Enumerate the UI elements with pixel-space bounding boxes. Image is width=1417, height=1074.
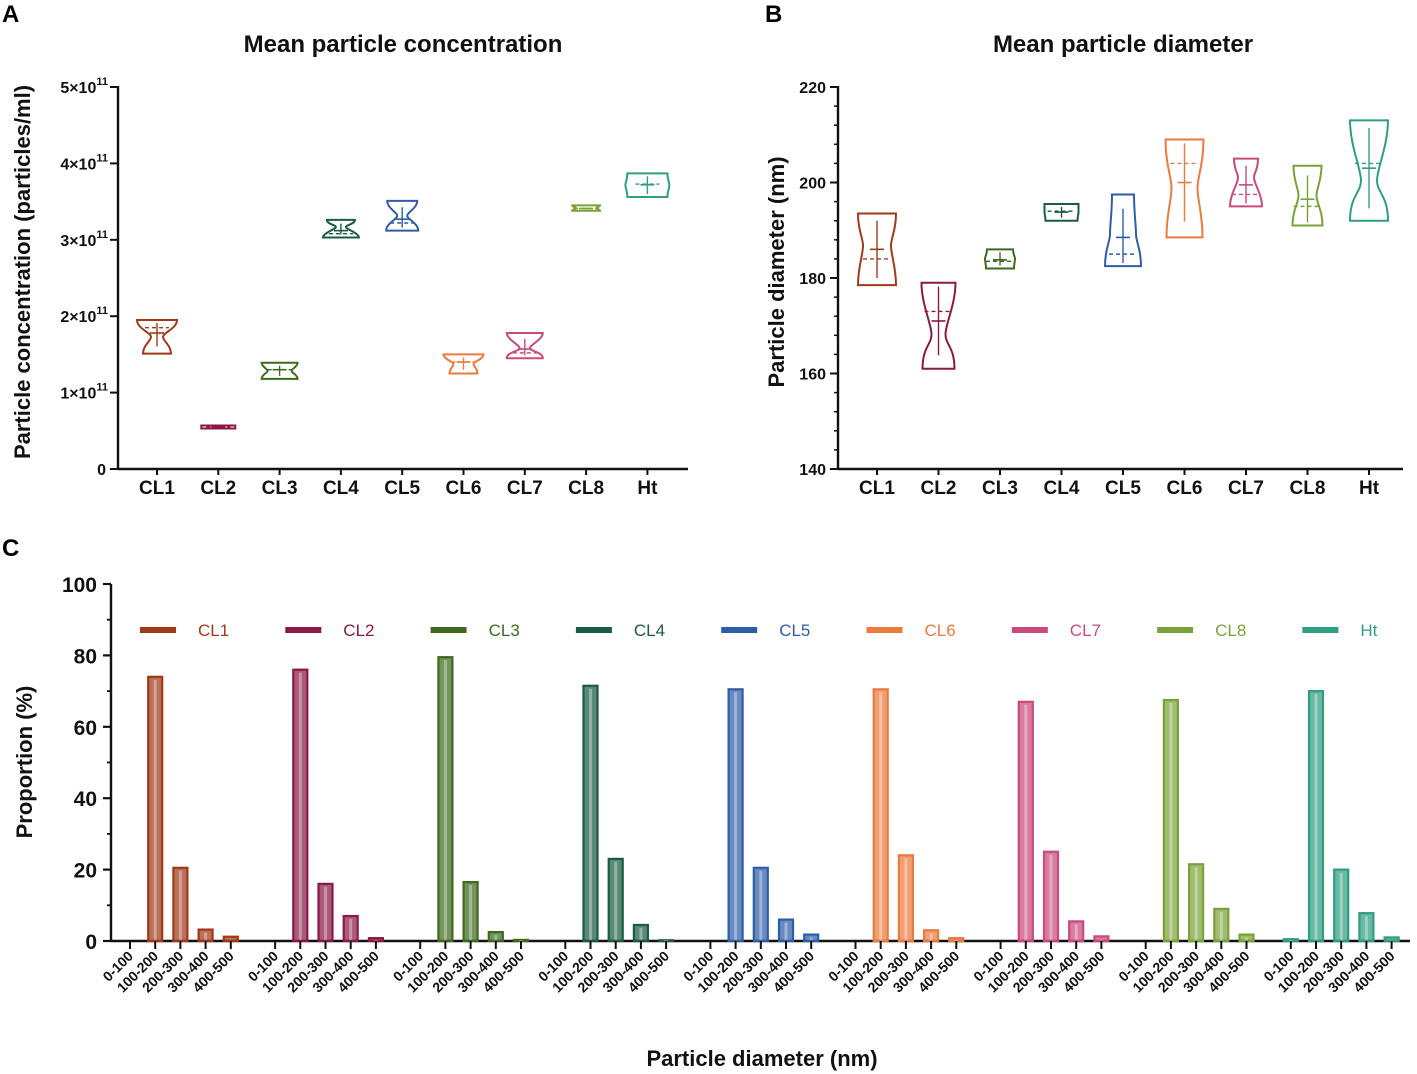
x-tick-label: CL7 (507, 478, 543, 499)
y-tick-label: 200 (799, 176, 826, 193)
violin-cl3 (983, 248, 1017, 270)
x-tick-label: CL2 (200, 478, 236, 499)
y-axis-title-a: Particle concentration (particles/ml) (10, 85, 35, 459)
bar-cl1-400-500 (222, 935, 239, 943)
panel-label-c: C (2, 535, 19, 562)
x-tick-label: CL7 (1228, 478, 1264, 499)
bar-cl7-400-500 (1093, 935, 1110, 943)
y-tick-label: 0 (85, 931, 97, 954)
x-tick-label: CL3 (262, 478, 298, 499)
x-tick-label: CL6 (446, 478, 482, 499)
y-tick-label: 60 (74, 717, 97, 740)
y-tick-label: 2×1011 (60, 305, 108, 326)
legend-label-cl6: CL6 (925, 621, 956, 640)
y-tick-label: 80 (74, 645, 97, 668)
y-axis-title-b: Particle diameter (nm) (764, 156, 789, 387)
y-tick-label: 4×1011 (60, 152, 108, 173)
violin-ht (624, 172, 671, 199)
size-distribution-chart: Proportion (%) Particle diameter (nm) (12, 584, 1410, 1071)
violin-cl8 (571, 204, 602, 212)
x-tick-label: CL5 (1105, 478, 1141, 499)
legend-label-cl8: CL8 (1215, 621, 1246, 640)
legend-label-cl4: CL4 (634, 621, 665, 640)
y-tick-label: 3×1011 (60, 229, 108, 250)
y-tick-label: 20 (74, 860, 97, 883)
chart-title-b: Mean particle diameter (993, 31, 1253, 58)
violin-cl1 (856, 212, 898, 287)
legend-label-cl1: CL1 (198, 621, 229, 640)
violin-cl5 (1103, 193, 1143, 268)
diameter-chart: Mean particle diameter Particle diameter… (764, 31, 1403, 471)
legend-label-cl7: CL7 (1070, 621, 1101, 640)
x-tick-label: CL1 (139, 478, 175, 499)
bar-ht-400-500 (1383, 936, 1400, 943)
x-tick-label: CL4 (1044, 478, 1080, 499)
violin-cl2 (200, 424, 237, 430)
violin-cl5 (385, 199, 420, 232)
y-tick-label: 100 (62, 574, 97, 597)
y-tick-label: 160 (799, 367, 826, 384)
y-tick-label: 0 (97, 462, 106, 479)
y-tick-label: 5×1011 (60, 76, 108, 97)
concentration-chart: Mean particle concentration Particle con… (10, 31, 688, 471)
x-tick-label: CL3 (982, 478, 1018, 499)
y-tick-label: 180 (799, 271, 826, 288)
legend-label-ht: Ht (1360, 621, 1377, 640)
panel-label-b: B (765, 1, 782, 28)
violin-cl3 (260, 361, 299, 380)
violin-cl7 (1228, 157, 1264, 208)
violin-cl2 (920, 281, 957, 370)
y-tick-label: 220 (799, 80, 826, 97)
y-tick-label: 140 (799, 462, 826, 479)
legend-label-cl2: CL2 (343, 621, 374, 640)
x-tick-label: CL1 (859, 478, 895, 499)
legend-label-cl3: CL3 (489, 621, 520, 640)
x-tick-label: CL8 (1290, 478, 1326, 499)
violin-ht (1348, 119, 1390, 222)
y-tick-label: 1×1011 (60, 382, 108, 403)
violin-cl4 (1043, 202, 1080, 222)
violin-cl1 (135, 319, 179, 355)
x-axis-title-c: Particle diameter (nm) (646, 1046, 877, 1071)
violin-cl7 (505, 332, 544, 360)
violin-cl6 (1164, 138, 1205, 239)
x-tick-label: Ht (637, 478, 658, 499)
panel-label-a: A (2, 1, 19, 28)
chart-title-a: Mean particle concentration (244, 31, 563, 58)
legend-label-cl5: CL5 (779, 621, 810, 640)
x-tick-label: CL4 (323, 478, 359, 499)
x-tick-label: CL2 (921, 478, 957, 499)
violin-cl8 (1291, 164, 1324, 227)
y-tick-label: 40 (74, 788, 97, 811)
x-tick-label: Ht (1359, 478, 1380, 499)
x-tick-label: CL5 (384, 478, 420, 499)
y-axis-title-c: Proportion (%) (12, 686, 37, 839)
x-tick-label: CL8 (568, 478, 604, 499)
x-tick-label: CL6 (1167, 478, 1203, 499)
violin-cl4 (321, 218, 360, 239)
